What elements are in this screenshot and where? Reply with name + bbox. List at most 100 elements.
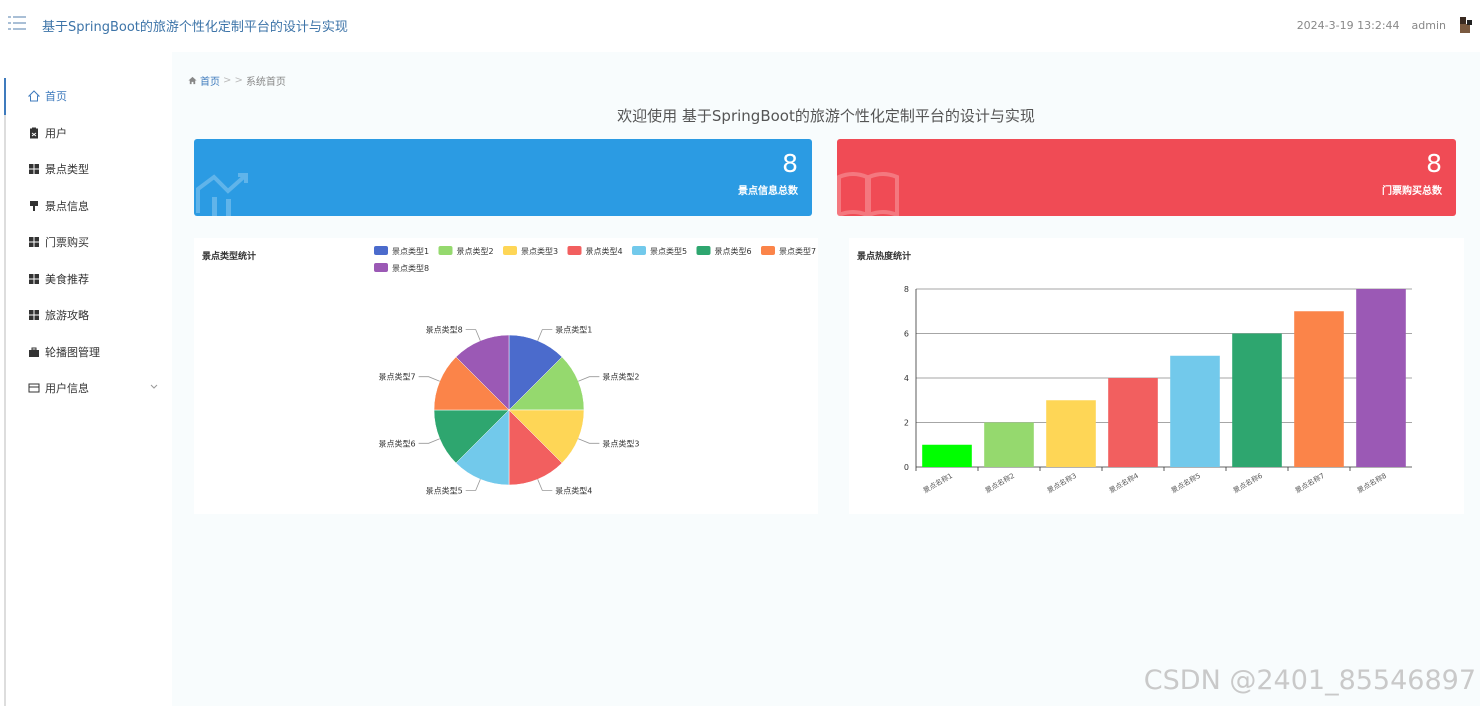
x-tick-label: 景点名称3 [1045, 471, 1078, 495]
pie-label-line [578, 376, 600, 382]
sidebar-item-label: 首页 [45, 90, 67, 104]
x-tick-label: 景点名称5 [1169, 471, 1202, 495]
sidebar-item-label: 门票购买 [45, 236, 89, 250]
sidebar-item-6[interactable]: 美食推荐 [6, 261, 170, 298]
bar[interactable] [1232, 333, 1282, 468]
legend-label[interactable]: 景点类型2 [457, 246, 494, 256]
sidebar-item-3[interactable]: 景点类型 [6, 151, 170, 188]
pie-chart-title: 景点类型统计 [202, 252, 257, 262]
pie-slice-label: 景点类型5 [426, 485, 463, 495]
bar[interactable] [1356, 289, 1406, 467]
pie-slice[interactable] [433, 409, 510, 464]
sidebar-item-2[interactable]: 用户 [6, 115, 170, 152]
pie-slice-label: 景点类型1 [555, 325, 592, 335]
grid-icon [29, 237, 39, 248]
stat-card-tickets: 8 门票购买总数 [837, 139, 1456, 216]
bar[interactable] [1170, 355, 1220, 467]
tickets-count: 8 [1426, 149, 1442, 178]
x-tick-label: 景点名称6 [1231, 471, 1264, 495]
attraction-type-panel: 景点类型统计 景点类型1 景点类型2 景点类型3 景点类型4 景点类型5 景点类型6 景点类… [194, 238, 818, 514]
pie-slice-label: 景点类型7 [379, 372, 416, 382]
sidebar-item-label: 旅游攻略 [45, 309, 89, 323]
legend-swatch[interactable] [374, 246, 388, 255]
datetime: 2024-3-19 13:2:44 [1296, 18, 1400, 32]
chevron-down-icon[interactable] [150, 384, 158, 390]
legend-swatch[interactable] [696, 246, 711, 255]
sidebar: 首页用户景点类型景点信息门票购买美食推荐旅游攻略轮播图管理 用户信息 [4, 78, 170, 706]
app-title: 基于SpringBoot的旅游个性化定制平台的设计与实现 [42, 20, 348, 35]
legend-label[interactable]: 景点类型6 [715, 246, 752, 256]
y-tick-label: 0 [904, 463, 909, 472]
breadcrumb-separator: > > [223, 75, 243, 86]
sidebar-item-1[interactable]: 首页 [4, 78, 170, 115]
avatar[interactable] [1458, 16, 1474, 34]
y-tick-label: 6 [904, 330, 909, 339]
x-tick-label: 景点名称8 [1355, 471, 1388, 495]
sidebar-item-7[interactable]: 旅游攻略 [6, 297, 170, 334]
pie-slice-label: 景点类型4 [555, 485, 592, 495]
x-tick-label: 景点名称7 [1293, 471, 1326, 495]
pie-slice-label: 景点类型3 [602, 438, 639, 448]
x-tick-label: 景点名称4 [1107, 471, 1140, 495]
menu-icon[interactable] [8, 15, 26, 31]
watermark: CSDN @2401_85546897 [1143, 665, 1476, 696]
pie-label-line [537, 479, 553, 491]
main-content: 首页 > > 系统首页 欢迎使用 基于SpringBoot的旅游个性化定制平台的… [172, 52, 1480, 706]
bar[interactable] [1294, 311, 1344, 467]
pie-slice[interactable] [508, 409, 585, 464]
pie-label-line [418, 376, 440, 382]
pie-label-line [418, 438, 440, 444]
legend-label[interactable]: 景点类型8 [392, 263, 429, 273]
pie-slice[interactable] [433, 356, 510, 411]
bar-chart-title: 景点热度统计 [857, 252, 912, 262]
breadcrumb-home[interactable]: 首页 [200, 77, 220, 88]
bar[interactable] [984, 422, 1034, 468]
bar[interactable] [922, 444, 972, 467]
tickets-label: 门票购买总数 [1382, 186, 1442, 197]
bar[interactable] [1046, 400, 1096, 467]
chart-trend-icon [196, 173, 248, 216]
sidebar-item-9[interactable]: 用户信息 [6, 370, 170, 407]
pie-label-line [465, 329, 481, 341]
legend-swatch[interactable] [438, 246, 453, 255]
legend-swatch[interactable] [374, 263, 388, 272]
pie-slice[interactable] [508, 334, 563, 411]
stat-card-attractions: 8 景点信息总数 [194, 139, 812, 216]
sidebar-item-4[interactable]: 景点信息 [6, 188, 170, 225]
legend-swatch[interactable] [503, 246, 517, 255]
x-tick-label: 景点名称1 [921, 471, 954, 495]
legend-label[interactable]: 景点类型1 [392, 246, 429, 256]
sidebar-item-label: 美食推荐 [45, 272, 89, 286]
sidebar-item-5[interactable]: 门票购买 [6, 224, 170, 261]
sidebar-item-8[interactable]: 轮播图管理 [6, 334, 170, 371]
y-tick-label: 8 [904, 285, 909, 294]
legend-swatch[interactable] [761, 246, 775, 255]
home-icon [188, 76, 197, 85]
pie-slice[interactable] [455, 409, 510, 486]
pie-label-line [578, 438, 600, 444]
pie-slice[interactable] [455, 334, 510, 411]
grid-icon [29, 273, 39, 284]
pie-slice-label: 景点类型8 [426, 325, 463, 335]
bar-chart: 0 2 4 6 8 景点名称1 景点名称2 景点名称3 景点名称4 景点名称5 景点名称6 景点名称7… [904, 285, 1412, 495]
sidebar-item-label: 景点类型 [45, 163, 89, 177]
bar[interactable] [1108, 378, 1158, 467]
username[interactable]: admin [1411, 18, 1446, 32]
legend-label[interactable]: 景点类型7 [779, 246, 816, 256]
sidebar-item-label: 景点信息 [45, 199, 89, 213]
sidebar-item-label: 用户 [45, 126, 67, 140]
y-tick-label: 2 [904, 419, 909, 428]
welcome-title: 欢迎使用 基于SpringBoot的旅游个性化定制平台的设计与实现 [617, 107, 1035, 125]
briefcase-icon [29, 347, 39, 357]
legend-label[interactable]: 景点类型4 [586, 246, 623, 256]
pie-slice[interactable] [508, 409, 563, 486]
attraction-popularity-panel: 景点热度统计 0 2 4 6 8 景点名称1 景点名称2 景点名称3 景点名称4 景点名称5 景点名… [849, 238, 1464, 514]
grid-icon [29, 310, 39, 321]
legend-label[interactable]: 景点类型5 [650, 246, 687, 256]
legend-label[interactable]: 景点类型3 [521, 246, 558, 256]
pie-slice[interactable] [508, 356, 585, 411]
legend-swatch[interactable] [567, 246, 582, 255]
legend-swatch[interactable] [632, 246, 646, 255]
x-tick-label: 景点名称2 [983, 471, 1016, 495]
attractions-count: 8 [782, 149, 798, 178]
